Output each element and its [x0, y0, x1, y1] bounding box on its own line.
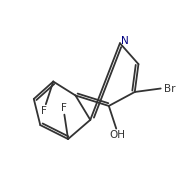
- Text: F: F: [41, 106, 47, 116]
- Text: Br: Br: [164, 84, 175, 93]
- Text: N: N: [121, 36, 128, 46]
- Text: F: F: [61, 103, 66, 113]
- Text: OH: OH: [109, 130, 125, 140]
